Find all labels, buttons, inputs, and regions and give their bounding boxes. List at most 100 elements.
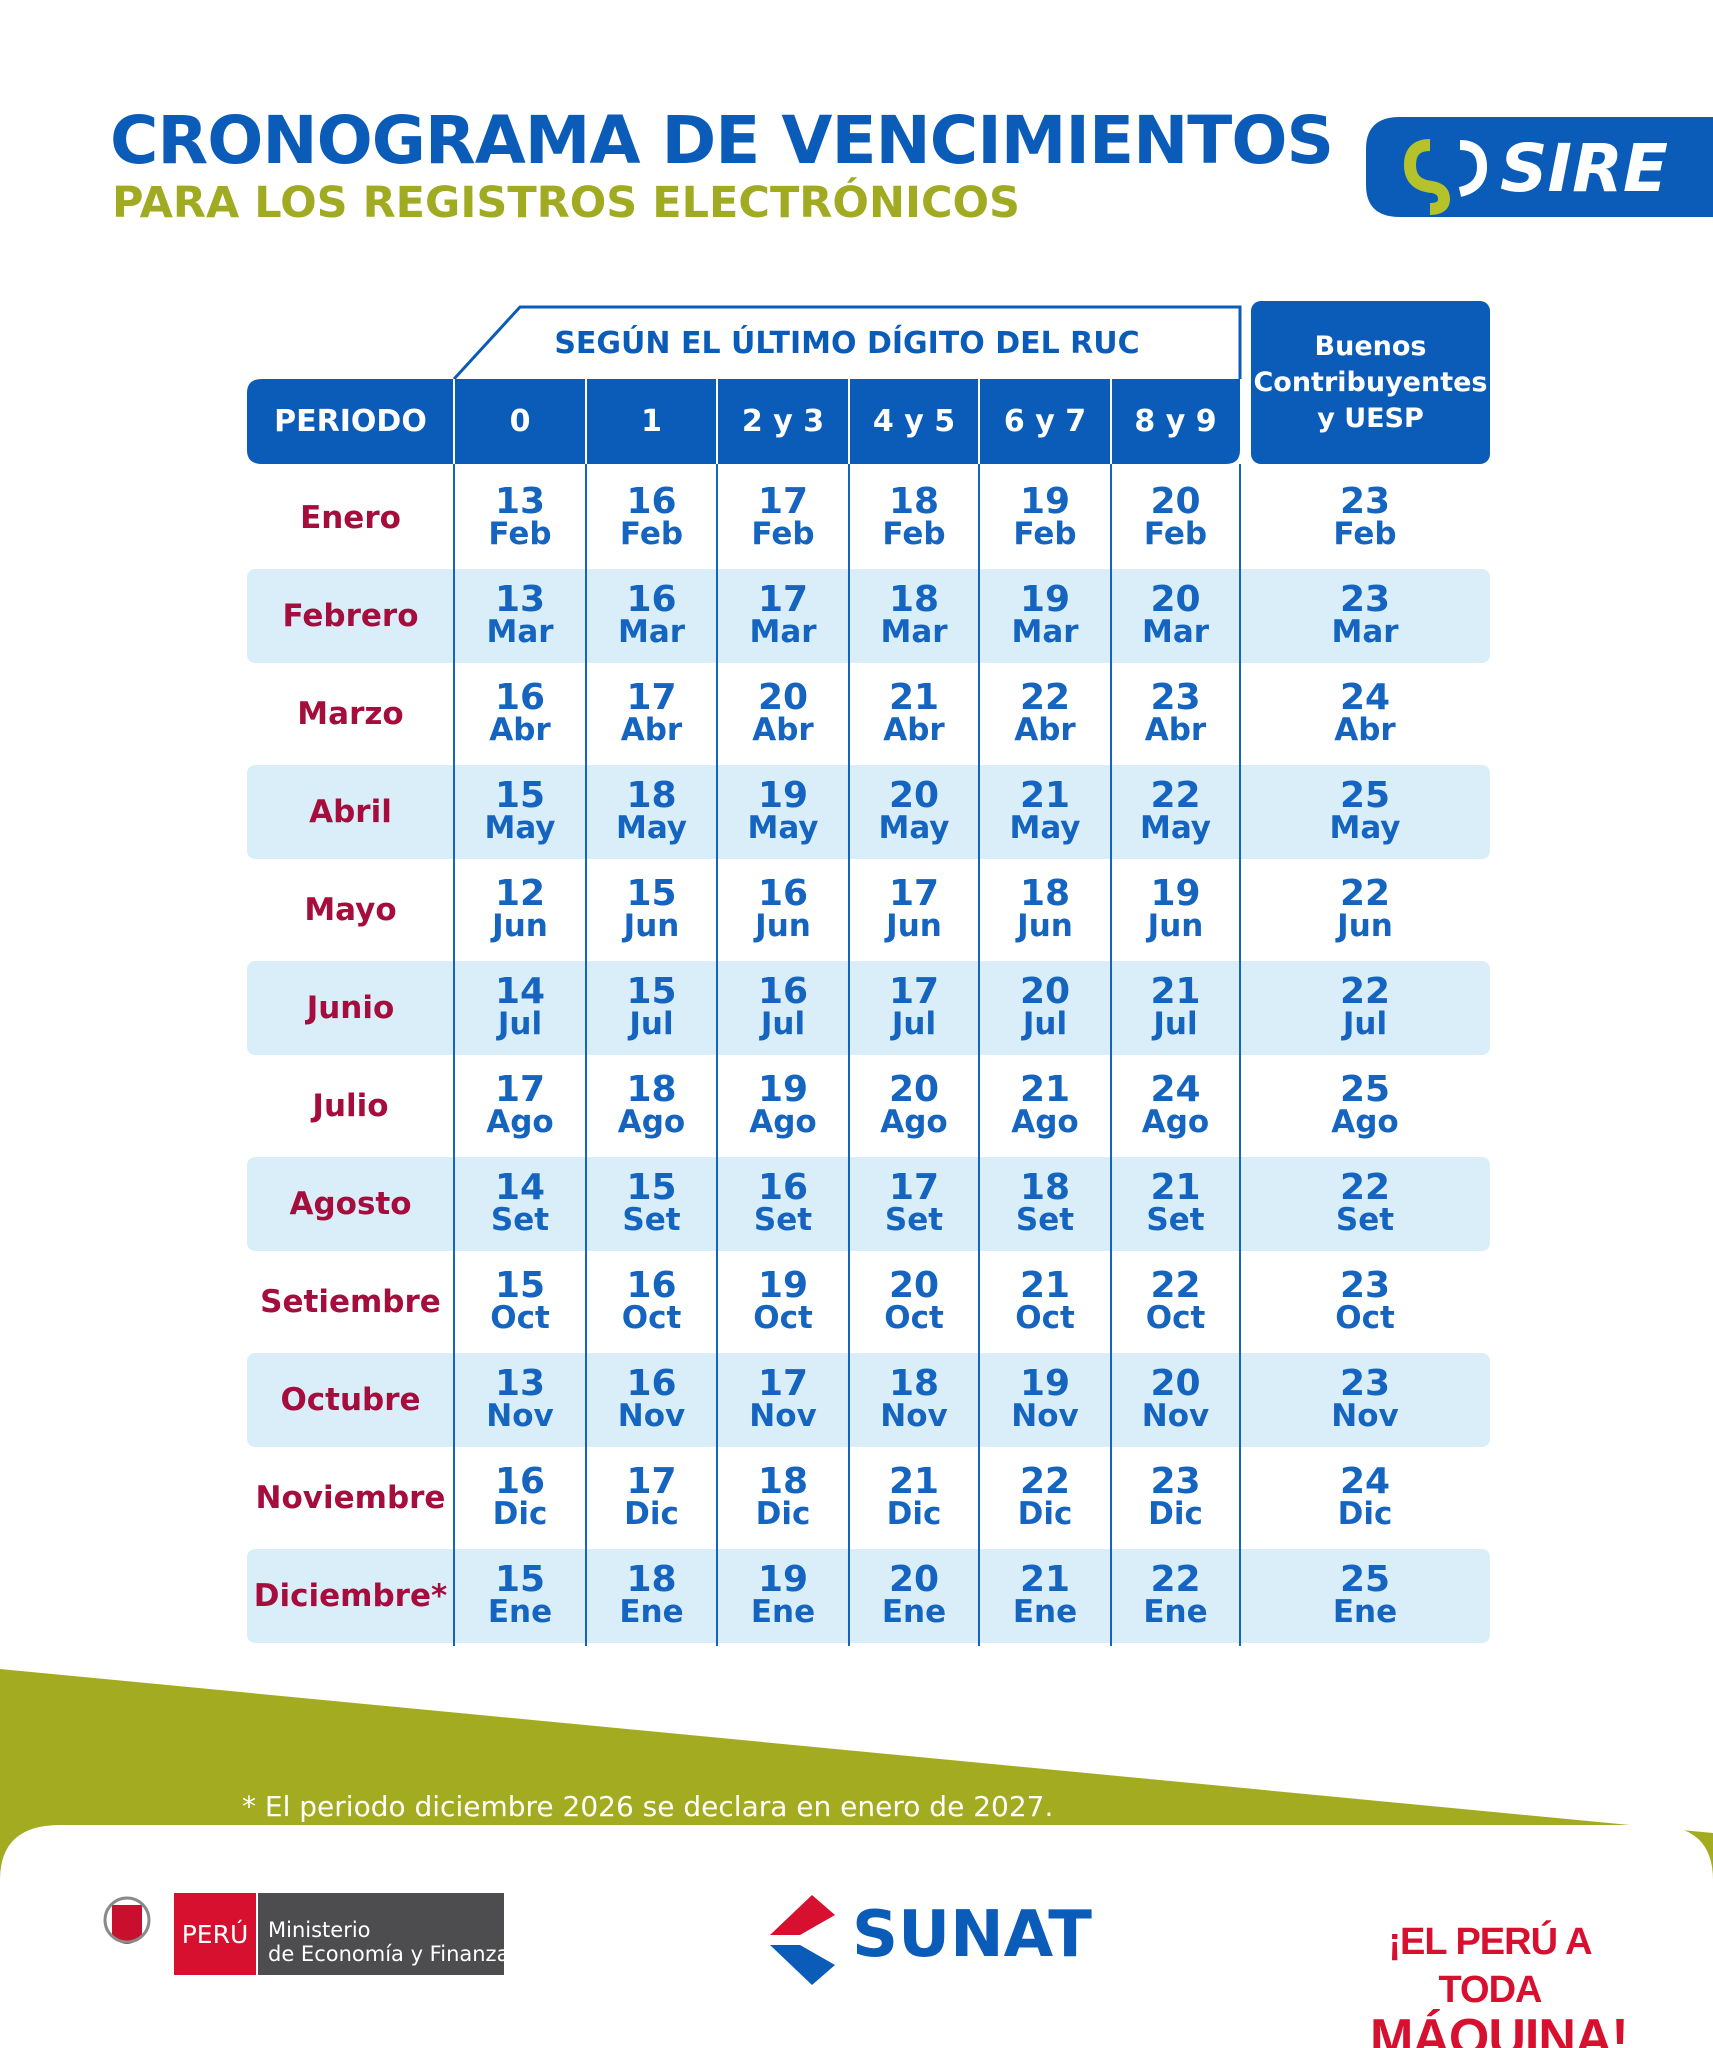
day: 21	[1019, 775, 1071, 816]
month: Jul	[760, 1006, 806, 1042]
date-cell: 21 Jul	[1111, 959, 1240, 1057]
day: 23	[1339, 481, 1391, 522]
column-header: 1	[641, 404, 662, 439]
header-divider	[1110, 379, 1112, 464]
day: 18	[626, 1559, 677, 1600]
month: Feb	[488, 516, 552, 552]
date-cell: 18 Feb	[849, 469, 979, 567]
column-line	[978, 464, 980, 1646]
period: Enero	[300, 500, 401, 536]
month: Ene	[619, 1594, 684, 1630]
day: 18	[888, 1363, 940, 1404]
month: Abr	[1014, 712, 1076, 748]
column-header: 6 y 7	[1003, 404, 1087, 439]
month: May	[1139, 810, 1212, 846]
month: May	[747, 810, 819, 846]
sire-box	[1366, 117, 1713, 217]
month: Mar	[486, 614, 554, 650]
period: Febrero	[282, 598, 419, 634]
column-line	[1239, 464, 1241, 1646]
month: May	[1009, 810, 1081, 846]
month: Oct	[1145, 1300, 1206, 1336]
date-cell: 19 Jun	[1111, 861, 1240, 959]
month: Mar	[1141, 614, 1210, 650]
date-cell: 22 Dic	[979, 1449, 1111, 1547]
period: Julio	[312, 1088, 389, 1124]
month: Jul	[1153, 1006, 1198, 1042]
day: 15	[626, 1167, 677, 1208]
day: 16	[757, 971, 809, 1012]
shield	[112, 1905, 142, 1944]
day: 22	[1019, 1461, 1071, 1502]
date-cell: 23 Abr	[1111, 665, 1240, 763]
date-cell: 16 Abr	[454, 665, 586, 763]
day: 21	[888, 1461, 940, 1502]
month: Mar	[1011, 614, 1079, 650]
peru-logo	[103, 1893, 504, 1975]
day: 12	[494, 873, 546, 914]
date-cell: 16 Jul	[717, 959, 849, 1057]
month: Set	[1335, 1202, 1395, 1238]
date-cell: 17 Set	[849, 1155, 979, 1253]
day: 14	[494, 1167, 546, 1208]
peru-text: PERÚ	[181, 1919, 249, 1949]
period: Marzo	[297, 696, 404, 732]
day: 21	[1150, 971, 1201, 1012]
month: Abr	[489, 712, 551, 748]
day: 23	[1339, 1265, 1391, 1306]
day: 20	[888, 1559, 940, 1600]
day: 17	[626, 677, 677, 718]
date-cell: 21 Abr	[849, 665, 979, 763]
day: 16	[757, 873, 809, 914]
month: Ago	[1011, 1104, 1079, 1140]
date-cell: 24 Abr	[1240, 665, 1490, 763]
date-cell: 21 Set	[1111, 1155, 1240, 1253]
month: Dic	[624, 1496, 679, 1532]
month: Jun	[1147, 908, 1204, 944]
day: 18	[1019, 1167, 1071, 1208]
month: Dic	[1148, 1496, 1203, 1532]
month: Ene	[1012, 1594, 1078, 1630]
day: 19	[757, 1069, 809, 1110]
month: May	[615, 810, 688, 846]
column-line	[1110, 464, 1112, 1646]
date-cell: 21 Ene	[979, 1547, 1111, 1645]
date-cell: 16 Feb	[586, 469, 717, 567]
date-cell: 20 Ago	[849, 1057, 979, 1155]
sire-icon	[1403, 139, 1451, 215]
month: Jul	[1022, 1006, 1068, 1042]
header-bar	[247, 379, 1240, 464]
month: Oct	[753, 1300, 813, 1336]
month: Ago	[880, 1104, 948, 1140]
month: Jul	[891, 1006, 937, 1042]
date-cell: 19 Nov	[979, 1351, 1111, 1449]
special-header-line: Buenos	[1314, 330, 1427, 362]
date-cell: 19 Ago	[717, 1057, 849, 1155]
month: Abr	[1144, 712, 1207, 748]
header-divider	[978, 379, 980, 464]
date-cell: 18 Dic	[717, 1449, 849, 1547]
date-cell: 16 Set	[717, 1155, 849, 1253]
day: 20	[888, 775, 940, 816]
month: Jun	[492, 908, 548, 944]
month: Oct	[621, 1300, 682, 1336]
day: 19	[757, 1559, 809, 1600]
day: 17	[888, 873, 940, 914]
date-cell: 17 Ago	[454, 1057, 586, 1155]
date-cell: 15 Jul	[586, 959, 717, 1057]
date-cell: 13 Nov	[454, 1351, 586, 1449]
date-cell: 14 Set	[454, 1155, 586, 1253]
month: Jun	[755, 908, 811, 944]
month: Feb	[1333, 516, 1397, 552]
month: Feb	[1143, 516, 1208, 552]
day: 15	[494, 775, 546, 816]
group-outline	[452, 305, 1242, 381]
special-column-header: Buenos Contribuyentes y UESP	[1251, 301, 1490, 464]
day: 18	[626, 1069, 677, 1110]
month: Ago	[1331, 1104, 1399, 1140]
date-cell: 18 Set	[979, 1155, 1111, 1253]
day: 18	[888, 579, 940, 620]
day: 22	[1339, 873, 1391, 914]
month: Nov	[749, 1398, 817, 1434]
